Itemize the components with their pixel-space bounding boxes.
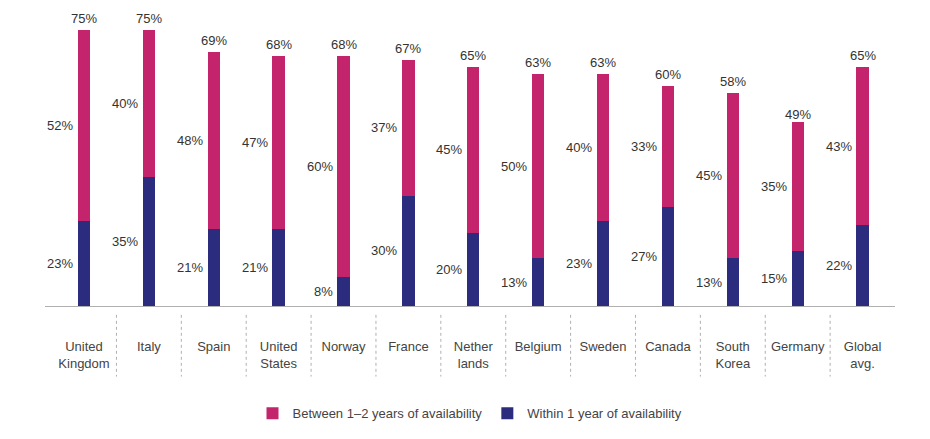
svg-text:69%: 69% (201, 33, 227, 48)
svg-text:33%: 33% (631, 139, 657, 154)
svg-text:Sweden: Sweden (580, 339, 627, 354)
svg-text:58%: 58% (720, 74, 746, 89)
svg-text:65%: 65% (460, 48, 486, 63)
svg-text:35%: 35% (761, 179, 787, 194)
svg-text:60%: 60% (655, 67, 681, 82)
svg-text:68%: 68% (266, 37, 292, 52)
svg-text:21%: 21% (242, 260, 268, 275)
svg-text:35%: 35% (112, 234, 138, 249)
svg-text:20%: 20% (436, 262, 462, 277)
svg-text:50%: 50% (501, 159, 527, 174)
svg-text:SouthKorea: SouthKorea (715, 339, 750, 371)
svg-text:Within 1 year of availability: Within 1 year of availability (527, 406, 681, 421)
svg-text:Norway: Norway (321, 339, 366, 354)
svg-text:68%: 68% (331, 37, 357, 52)
svg-text:Between 1–2 years of availabil: Between 1–2 years of availability (293, 406, 483, 421)
svg-text:Belgium: Belgium (515, 339, 562, 354)
svg-text:8%: 8% (314, 284, 333, 299)
svg-text:Germany: Germany (771, 339, 825, 354)
svg-text:45%: 45% (696, 168, 722, 183)
svg-text:37%: 37% (371, 120, 397, 135)
svg-text:49%: 49% (785, 107, 811, 122)
svg-text:45%: 45% (436, 142, 462, 157)
svg-text:France: France (388, 339, 428, 354)
svg-text:63%: 63% (525, 55, 551, 70)
svg-text:Canada: Canada (645, 339, 691, 354)
svg-text:52%: 52% (47, 118, 73, 133)
svg-text:23%: 23% (566, 256, 592, 271)
svg-text:43%: 43% (826, 139, 852, 154)
svg-text:60%: 60% (307, 159, 333, 174)
svg-text:75%: 75% (71, 11, 97, 26)
svg-text:67%: 67% (395, 41, 421, 56)
svg-text:Spain: Spain (197, 339, 230, 354)
svg-text:30%: 30% (371, 243, 397, 258)
svg-text:75%: 75% (136, 11, 162, 26)
svg-text:27%: 27% (631, 249, 657, 264)
svg-text:Netherlands: Netherlands (454, 339, 494, 371)
svg-text:13%: 13% (696, 275, 722, 290)
svg-text:48%: 48% (177, 133, 203, 148)
svg-text:40%: 40% (112, 96, 138, 111)
svg-text:21%: 21% (177, 260, 203, 275)
svg-text:47%: 47% (242, 135, 268, 150)
svg-text:22%: 22% (826, 258, 852, 273)
svg-text:65%: 65% (850, 48, 876, 63)
svg-text:13%: 13% (501, 275, 527, 290)
svg-text:23%: 23% (47, 256, 73, 271)
svg-text:63%: 63% (590, 55, 616, 70)
svg-text:15%: 15% (761, 271, 787, 286)
svg-text:UnitedStates: UnitedStates (260, 339, 298, 371)
svg-text:Italy: Italy (137, 339, 161, 354)
svg-text:Globalavg.: Globalavg. (844, 339, 882, 371)
svg-text:UnitedKingdom: UnitedKingdom (58, 339, 109, 371)
svg-text:40%: 40% (566, 140, 592, 155)
